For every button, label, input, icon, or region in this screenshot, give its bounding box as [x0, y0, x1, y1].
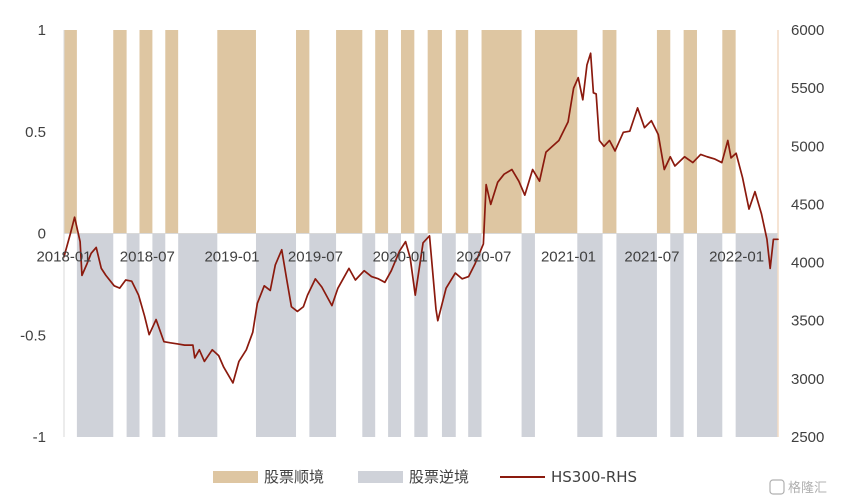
x-tick-label: 2020-01 [373, 249, 428, 266]
bar-ni-1 [76, 233, 114, 437]
legend-label-2: HS300-RHS [551, 468, 637, 486]
legend: 股票顺境 股票逆境 HS300-RHS [213, 468, 637, 486]
y-right-tick-label: 4000 [791, 255, 824, 272]
bar-shun-10 [296, 30, 310, 234]
legend-swatch-0 [213, 471, 258, 483]
bar-ni-9 [255, 233, 297, 437]
legend-swatch-1 [358, 471, 403, 483]
bar-shun-30 [683, 30, 697, 234]
x-tick-label: 2019-07 [288, 249, 343, 266]
y-left-tick-label: -1 [33, 429, 46, 446]
y-left-tick-label: 1 [38, 22, 46, 39]
bar-shun-20 [455, 30, 469, 234]
bar-shun-22 [481, 30, 522, 234]
bar-shun-8 [217, 30, 256, 234]
bar-ni-15 [388, 233, 401, 437]
y-right-tick-label: 3000 [791, 371, 824, 388]
y-right-tick-label: 5000 [791, 138, 824, 155]
x-tick-label: 2018-01 [36, 249, 91, 266]
y-right-tick-label: 2500 [791, 429, 824, 446]
y-right-tick-label: 6000 [791, 22, 824, 39]
y-left-tick-label: 0.5 [25, 124, 46, 141]
bar-ni-13 [362, 233, 376, 437]
bar-shun-28 [656, 30, 671, 234]
y-left-tick-label: 0 [38, 226, 46, 243]
watermark-logo-icon [769, 479, 785, 495]
bar-shun-24 [534, 30, 578, 234]
y-right-tick-label: 4500 [791, 196, 824, 213]
axes [63, 30, 779, 437]
bar-shun-32 [722, 30, 736, 234]
y-left-tick-label: -0.5 [20, 327, 46, 344]
y-right-tick-label: 3500 [791, 313, 824, 330]
y-right-tick-label: 5500 [791, 80, 824, 97]
bar-ni-3 [126, 233, 140, 437]
bar-ni-7 [178, 233, 218, 437]
hs300-series-line [63, 52, 779, 384]
x-tick-label: 2021-07 [624, 249, 679, 266]
legend-label-1: 股票逆境 [409, 468, 469, 486]
bar-ni-25 [577, 233, 603, 437]
bar-ni-23 [521, 233, 535, 437]
x-tick-label: 2019-01 [204, 249, 259, 266]
bar-shun-16 [400, 30, 415, 234]
bar-shun-18 [427, 30, 442, 234]
legend-label-0: 股票顺境 [264, 468, 324, 486]
bar-ni-5 [152, 233, 166, 437]
hs300-line-layer [63, 52, 779, 384]
bar-ni-29 [670, 233, 684, 437]
tick-labels: 1 0.5 0 -0.5 -1 6000 5500 5000 4500 4000 3500 3000 2… [20, 22, 824, 446]
x-tick-label: 2018-07 [120, 249, 175, 266]
bar-shun-14 [375, 30, 389, 234]
bar-ni-31 [696, 233, 723, 437]
x-tick-label: 2020-07 [456, 249, 511, 266]
bar-ni-19 [441, 233, 456, 437]
x-tick-label: 2022-01 [709, 249, 764, 266]
bar-shun-2 [113, 30, 127, 234]
bar-shun-4 [139, 30, 153, 234]
x-tick-label: 2021-01 [541, 249, 596, 266]
bar-ni-21 [468, 233, 482, 437]
bar-shun-0 [64, 30, 77, 234]
bar-ni-11 [309, 233, 337, 437]
bar-shun-12 [336, 30, 363, 234]
regime-bars [64, 30, 778, 437]
watermark-text: 格隆汇 [788, 480, 827, 496]
watermark: 格隆汇 [769, 479, 827, 496]
bar-shun-6 [165, 30, 179, 234]
bar-shun-26 [602, 30, 617, 234]
bar-ni-27 [616, 233, 657, 437]
